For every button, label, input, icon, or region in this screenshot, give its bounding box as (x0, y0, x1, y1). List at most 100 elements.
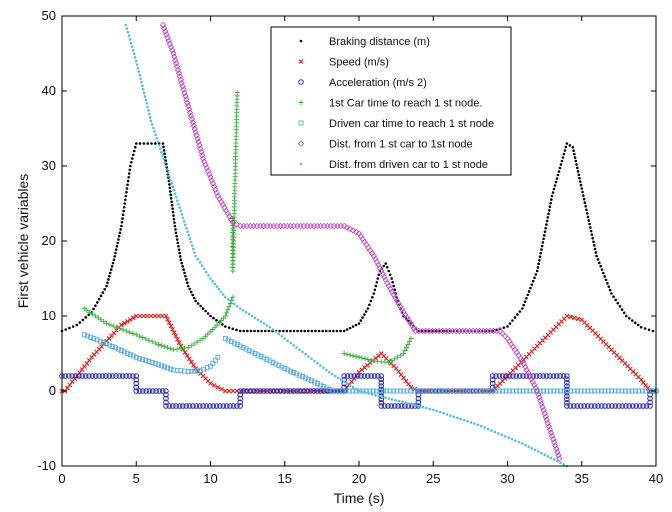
data-point (202, 267, 206, 271)
data-point (210, 360, 216, 366)
data-point (126, 179, 130, 183)
data-point (96, 373, 102, 379)
data-point (594, 251, 598, 254)
data-point (584, 403, 591, 409)
data-point (163, 391, 169, 398)
data-point (519, 357, 526, 365)
data-point (582, 194, 585, 197)
data-point (333, 374, 337, 378)
data-point (410, 325, 417, 332)
data-point (301, 388, 307, 394)
data-point (177, 76, 184, 83)
data-point (600, 268, 604, 271)
series-1 (60, 142, 655, 333)
data-point (254, 388, 260, 394)
data-point (310, 329, 314, 333)
legend-entry: Braking distance (m) (299, 36, 430, 48)
data-point (137, 70, 141, 73)
data-point (342, 329, 346, 333)
data-point (556, 455, 563, 462)
data-point (592, 240, 595, 244)
data-point (104, 321, 110, 326)
data-point (240, 222, 247, 230)
data-point (192, 247, 195, 251)
data-point (605, 388, 611, 394)
data-point (549, 436, 557, 443)
data-point (229, 219, 236, 226)
data-point (173, 192, 177, 195)
data-point (534, 387, 541, 395)
data-point (117, 234, 121, 238)
legend-marker (298, 100, 304, 105)
data-point (88, 334, 94, 340)
data-point (267, 329, 271, 333)
data-point (330, 372, 334, 376)
data-point (539, 251, 543, 255)
data-point (182, 345, 188, 351)
data-point (119, 228, 122, 231)
data-point (200, 336, 206, 341)
data-point (186, 356, 192, 362)
data-point (327, 222, 334, 230)
data-point (250, 314, 254, 318)
data-point (125, 187, 129, 190)
data-point (547, 429, 555, 436)
data-point (240, 388, 247, 394)
data-point (217, 403, 223, 409)
data-point (497, 432, 500, 435)
data-point (214, 192, 222, 200)
data-point (226, 304, 232, 310)
data-point (522, 303, 525, 307)
data-point (610, 292, 613, 295)
data-point (283, 337, 287, 340)
data-point (603, 275, 606, 278)
data-point (564, 396, 570, 403)
data-point (132, 149, 136, 153)
data-point (343, 224, 351, 231)
data-point (636, 403, 643, 409)
data-point (530, 447, 534, 450)
data-point (215, 285, 219, 288)
data-point (299, 329, 303, 333)
data-point (203, 164, 210, 172)
data-point (81, 318, 85, 322)
data-point (115, 244, 119, 248)
data-point (178, 251, 181, 255)
data-point (207, 273, 210, 277)
data-point (168, 186, 172, 190)
data-point (322, 366, 325, 370)
data-point (273, 222, 281, 230)
data-point (193, 403, 200, 409)
data-point (401, 400, 404, 404)
data-point (237, 403, 243, 409)
data-point (303, 329, 307, 333)
data-point (403, 314, 411, 321)
data-point (196, 257, 200, 261)
data-point (639, 388, 645, 394)
data-point (377, 394, 381, 398)
data-point (163, 313, 169, 319)
data-point (483, 426, 486, 429)
series-6 (159, 21, 563, 462)
data-point (206, 312, 210, 315)
legend-entry: Dist. from driven car to 1 st node (299, 159, 488, 171)
data-point (435, 409, 438, 413)
data-point (289, 329, 292, 333)
data-point (229, 300, 233, 304)
data-point (194, 368, 200, 374)
data-point (250, 222, 257, 230)
data-point (310, 357, 313, 361)
data-point (608, 288, 612, 292)
data-point (181, 89, 188, 97)
data-point (526, 372, 533, 380)
data-point (459, 388, 465, 394)
data-point (267, 388, 274, 394)
data-point (169, 193, 173, 197)
data-point (246, 329, 249, 333)
data-point (320, 384, 326, 389)
data-point (164, 159, 167, 162)
data-point (150, 142, 153, 145)
data-point (166, 40, 174, 48)
data-point (314, 222, 321, 230)
data-point (264, 388, 270, 394)
